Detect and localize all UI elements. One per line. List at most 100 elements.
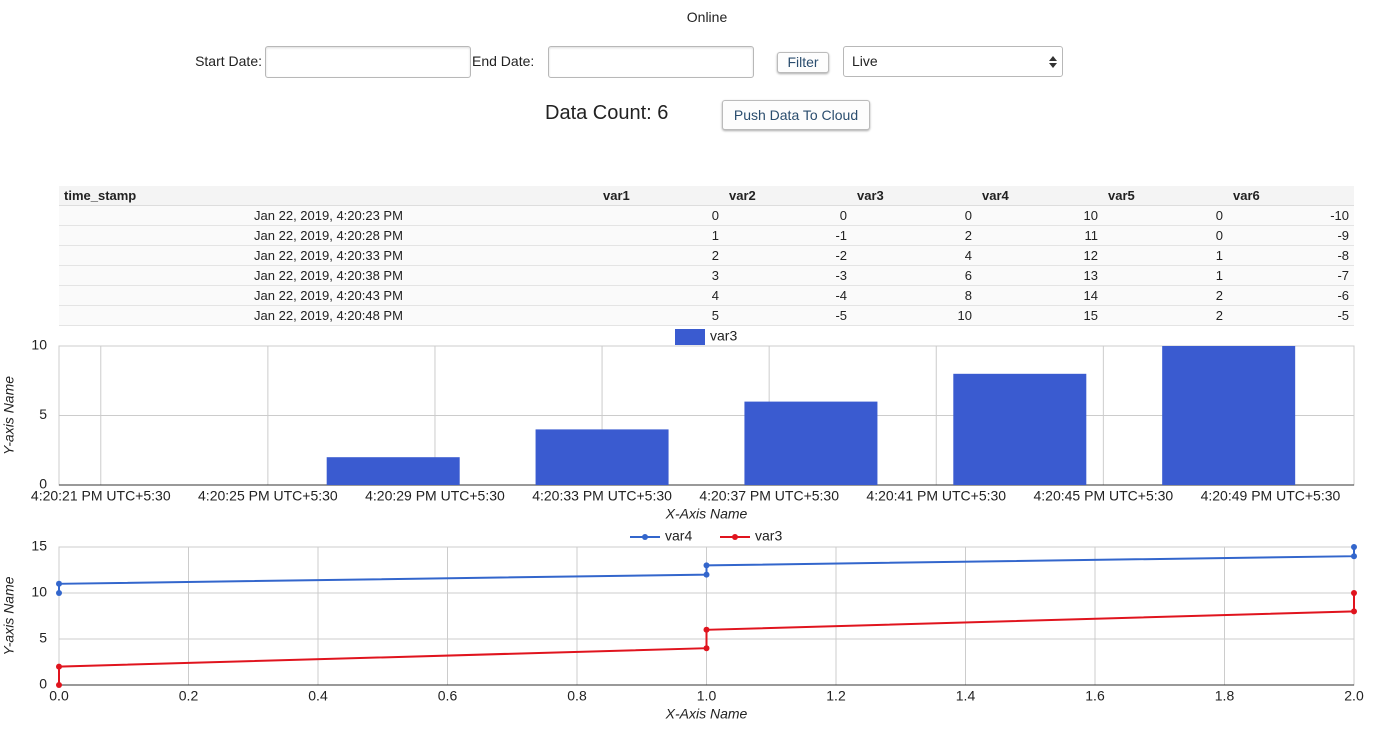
x-tick-label: 0.4 (308, 688, 328, 704)
data-point (1351, 544, 1357, 550)
timestamp-cell: Jan 22, 2019, 4:20:38 PM (59, 265, 598, 286)
y-tick-label: 5 (39, 630, 47, 646)
value-cell: 12 (977, 245, 1103, 266)
table-body: Jan 22, 2019, 4:20:23 PM 0 0 0 10 0 -10 Jan 22,… (59, 205, 1354, 326)
data-count: Data Count: 6 (545, 102, 668, 125)
legend-dot (642, 534, 648, 540)
y-tick-label: 0 (39, 676, 47, 692)
bar (1162, 346, 1296, 485)
legend-label: var4 (665, 528, 692, 544)
value-cell: -7 (1228, 265, 1354, 286)
value-cell: 8 (852, 285, 977, 306)
y-tick-label: 10 (31, 584, 47, 600)
value-cell: 14 (977, 285, 1103, 306)
value-cell: 10 (852, 305, 977, 326)
y-tick-label: 15 (31, 538, 47, 554)
x-tick-label: 4:20:21 PM UTC+5:30 (31, 488, 171, 504)
legend-label: var3 (710, 328, 737, 344)
data-point (703, 626, 710, 633)
select-arrows (1049, 56, 1057, 68)
x-tick-label: 0.6 (438, 688, 458, 704)
value-cell: 2 (598, 245, 724, 266)
x-tick-label: 2.0 (1344, 688, 1364, 704)
column-header: time_stamp (59, 186, 598, 206)
value-cell: 1 (1103, 265, 1228, 286)
legend-dot (732, 534, 738, 540)
data-count-label: Data Count: (545, 102, 652, 124)
timestamp-cell: Jan 22, 2019, 4:20:48 PM (59, 305, 598, 326)
value-cell: -3 (724, 265, 852, 286)
start-date-input[interactable] (265, 46, 471, 78)
value-cell: 0 (1103, 225, 1228, 246)
value-cell: 13 (977, 265, 1103, 286)
timestamp-cell: Jan 22, 2019, 4:20:33 PM (59, 245, 598, 266)
value-cell: -10 (1228, 205, 1354, 226)
series-line (58, 593, 1355, 685)
table-row: Jan 22, 2019, 4:20:28 PM 1 -1 2 11 0 -9 (59, 225, 1354, 246)
x-axis-label: X-Axis Name (665, 506, 748, 522)
filter-button[interactable]: Filter (777, 52, 829, 73)
x-tick-label: 1.6 (1085, 688, 1105, 704)
value-cell: 0 (724, 205, 852, 226)
value-cell: 1 (1103, 245, 1228, 266)
value-cell: 10 (977, 205, 1103, 226)
column-header: var6 (1228, 186, 1354, 206)
timestamp-cell: Jan 22, 2019, 4:20:43 PM (59, 285, 598, 306)
data-point (56, 580, 62, 587)
value-cell: 1 (598, 225, 724, 246)
x-axis-label: X-Axis Name (665, 706, 748, 722)
timestamp-cell: Jan 22, 2019, 4:20:28 PM (59, 225, 598, 246)
value-cell: -4 (724, 285, 852, 306)
value-cell: 15 (977, 305, 1103, 326)
data-point (56, 682, 62, 688)
value-cell: 0 (598, 205, 724, 226)
bar (744, 401, 878, 485)
end-label: End Date: (472, 53, 535, 69)
bar (535, 429, 669, 485)
table-row: Jan 22, 2019, 4:20:43 PM 4 -4 8 14 2 -6 (59, 285, 1354, 306)
value-cell: 0 (852, 205, 977, 226)
table-row: Jan 22, 2019, 4:20:38 PM 3 -3 6 13 1 -7 (59, 265, 1354, 286)
end-date-input[interactable] (548, 46, 754, 78)
x-tick-label: 1.0 (697, 688, 717, 704)
y-tick-label: 0 (39, 476, 47, 492)
table-row: Jan 22, 2019, 4:20:48 PM 5 -5 10 15 2 -5 (59, 305, 1354, 326)
bar (953, 373, 1087, 485)
data-point (56, 590, 62, 596)
column-header: var5 (1103, 186, 1228, 206)
x-tick-label: 1.4 (956, 688, 976, 704)
x-tick-label: 4:20:37 PM UTC+5:30 (699, 488, 839, 504)
x-tick-label: 4:20:41 PM UTC+5:30 (866, 488, 1006, 504)
mode-select[interactable]: Live (843, 46, 1063, 77)
data-point (1351, 553, 1357, 560)
data-point (1351, 608, 1357, 615)
timestamp-cell: Jan 22, 2019, 4:20:23 PM (59, 205, 598, 226)
x-tick-label: 0.0 (49, 688, 69, 704)
value-cell: -5 (1228, 305, 1354, 326)
x-tick-label: 4:20:49 PM UTC+5:30 (1201, 488, 1341, 504)
value-cell: -5 (724, 305, 852, 326)
y-tick-label: 10 (31, 337, 47, 353)
mode-value: Live (852, 53, 878, 69)
y-axis-label: Y-axis Name (1, 376, 17, 455)
data-point (703, 562, 710, 569)
push-button[interactable]: Push Data To Cloud (722, 100, 870, 130)
data-point (703, 571, 710, 578)
header-row: time_stamp var1 var2 var3 var4 var5 var6 (59, 186, 1354, 206)
bar (326, 457, 460, 485)
value-cell: 3 (598, 265, 724, 286)
value-cell: 2 (1103, 285, 1228, 306)
column-header: var2 (724, 186, 852, 206)
table-row: Jan 22, 2019, 4:20:33 PM 2 -2 4 12 1 -8 (59, 245, 1354, 266)
table-row: Jan 22, 2019, 4:20:23 PM 0 0 0 10 0 -10 (59, 205, 1354, 226)
x-tick-label: 4:20:25 PM UTC+5:30 (198, 488, 338, 504)
y-axis-label: Y-axis Name (1, 576, 17, 655)
x-tick-label: 4:20:33 PM UTC+5:30 (532, 488, 672, 504)
value-cell: 2 (1103, 305, 1228, 326)
value-cell: 11 (977, 225, 1103, 246)
status: Online (686, 9, 728, 25)
x-tick-label: 0.2 (179, 688, 199, 704)
column-header: var3 (852, 186, 977, 206)
